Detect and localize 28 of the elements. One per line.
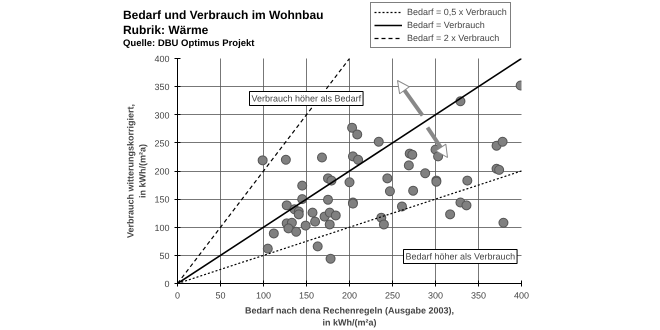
y-tick-label: 150 xyxy=(154,194,170,205)
x-tick-label: 250 xyxy=(384,290,400,300)
x-tick-label: 400 xyxy=(514,290,530,300)
y-tick-label: 200 xyxy=(154,166,170,176)
legend-label: Bedarf = 2 x Verbrauch xyxy=(407,33,500,43)
x-tick-label: 200 xyxy=(342,290,358,300)
y-tick-label: 300 xyxy=(154,110,170,120)
chart-title: Bedarf und Verbrauch im Wohnbau xyxy=(123,8,324,23)
y-tick-label: 250 xyxy=(154,138,170,148)
y-tick-label: 0 xyxy=(164,279,170,289)
y-tick-label: 350 xyxy=(154,82,170,92)
x-tick-label: 0 xyxy=(174,290,180,300)
y-tick-label: 50 xyxy=(159,250,170,261)
legend-label: Bedarf = 0,5 x Verbrauch xyxy=(407,7,507,17)
y-axis-title: Verbrauch witterungskorrigiert, in kWh/(m²a) xyxy=(125,104,148,238)
x-tick-label: 350 xyxy=(470,290,486,300)
annotation: Verbrauch höher als Bedarf xyxy=(252,94,362,104)
source-note: Quelle: DBU Optimus Projekt xyxy=(123,38,256,50)
y-tick-label: 100 xyxy=(154,222,170,233)
y-tick-label: 400 xyxy=(154,54,170,64)
chart-subtitle: Rubrik: Wärme xyxy=(123,23,210,38)
legend-label: Bedarf = Verbrauch xyxy=(407,20,485,30)
annotation: Bedarf höher als Verbrauch xyxy=(406,252,516,262)
x-tick-label: 50 xyxy=(215,290,226,300)
x-tick-label: 300 xyxy=(428,290,444,300)
x-axis-title: Bedarf nach dena Rechenregeln (Ausgabe 2003), in kWh/(m²a) xyxy=(244,306,454,328)
x-tick-label: 150 xyxy=(298,290,314,300)
x-tick-label: 100 xyxy=(256,290,272,300)
